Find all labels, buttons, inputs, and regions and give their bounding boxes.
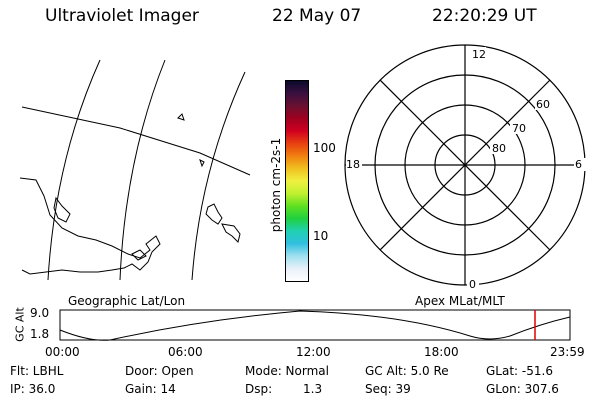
mode-value: Mode: Normal	[245, 364, 329, 378]
polar-label-12: 12	[472, 48, 486, 61]
colorbar-tick-10: 10	[313, 229, 329, 243]
gain-value: Gain: 14	[125, 382, 176, 396]
altitude-curve	[59, 310, 571, 341]
gc-alt-value: GC Alt: 5.0 Re	[365, 364, 449, 378]
ip-value: IP: 36.0	[10, 382, 56, 396]
right-panel-caption: Apex MLat/MLT	[415, 294, 505, 308]
altitude-plot-frame	[59, 309, 571, 341]
glon-value: GLon: 307.6	[486, 382, 559, 396]
lat-label-70: 70	[512, 122, 526, 135]
altitude-ytick-high: 9.0	[30, 306, 50, 320]
dsp-value: 1.3	[303, 382, 323, 396]
altitude-xtick-4: 23:59	[550, 345, 585, 359]
altitude-ytick-low: 1.8	[30, 327, 50, 341]
instrument-title: Ultraviolet Imager	[45, 6, 199, 26]
seq-value: Seq: 39	[365, 382, 411, 396]
dsp-label: Dsp:	[245, 382, 273, 396]
colorbar-tick-100: 100	[313, 141, 336, 155]
door-value: Door: Open	[125, 364, 194, 378]
colorbar	[285, 80, 309, 282]
date-label: 22 May 07	[272, 6, 362, 26]
filter-value: Flt: LBHL	[10, 364, 64, 378]
colorbar-gradient	[286, 81, 308, 281]
altitude-xtick-3: 18:00	[424, 345, 459, 359]
left-panel-caption: Geographic Lat/Lon	[68, 294, 186, 308]
lat-label-60: 60	[536, 98, 550, 111]
polar-label-6: 6	[575, 158, 582, 171]
altitude-xtick-0: 00:00	[45, 345, 80, 359]
lat-label-80: 80	[492, 142, 506, 155]
altitude-xtick-1: 06:00	[168, 345, 203, 359]
altitude-xtick-2: 12:00	[296, 345, 331, 359]
polar-label-18: 18	[346, 158, 360, 171]
glat-value: GLat: -51.6	[486, 364, 553, 378]
time-label: 22:20:29 UT	[432, 6, 537, 26]
polar-label-0: 0	[469, 278, 476, 291]
